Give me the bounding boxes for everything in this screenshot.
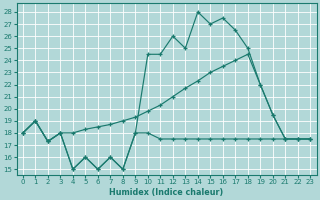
X-axis label: Humidex (Indice chaleur): Humidex (Indice chaleur) — [109, 188, 224, 197]
